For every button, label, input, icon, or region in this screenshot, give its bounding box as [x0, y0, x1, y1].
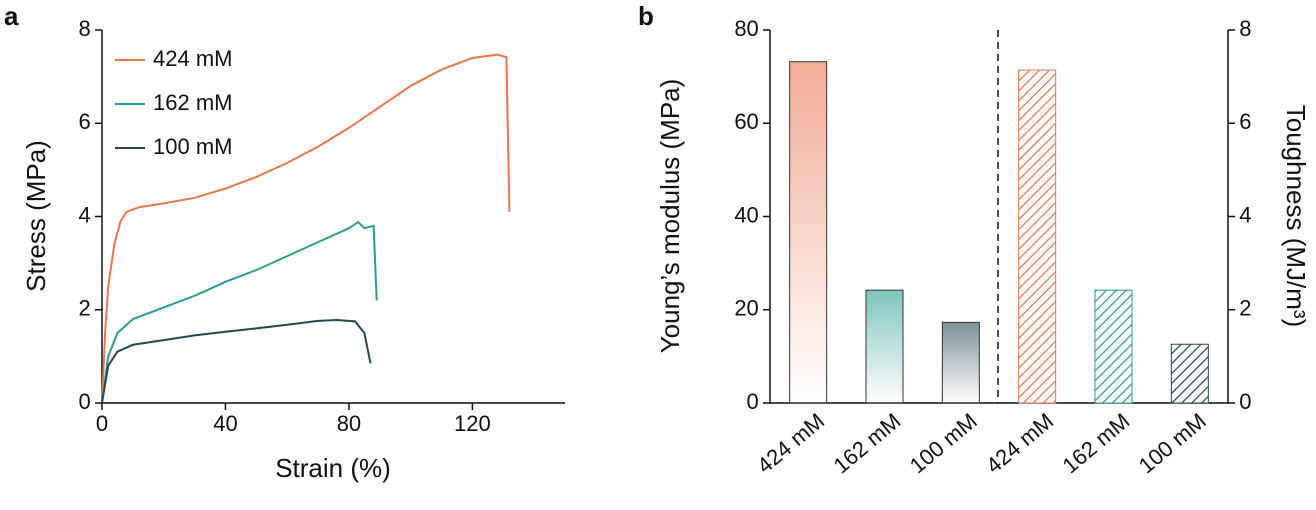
x-tick-label: 424 mM: [981, 408, 1058, 478]
y-tick-label: 6: [1239, 109, 1251, 134]
bar: [865, 289, 904, 404]
y-tick-label: 40: [734, 202, 758, 227]
bar: [1170, 343, 1209, 404]
line: [101, 220, 378, 404]
x-tick-label: 424 mM: [752, 408, 829, 478]
x-axis-title: Strain (%): [275, 453, 391, 483]
line: [101, 318, 372, 404]
legend-label: 100 mM: [153, 134, 232, 159]
bar: [1018, 69, 1057, 404]
y-tick-label: 2: [1239, 296, 1251, 321]
bar: [941, 321, 980, 404]
y-tick-label: 0: [1239, 389, 1251, 414]
y-tick-label: 4: [1239, 202, 1251, 227]
x-tick-label: 0: [96, 411, 108, 436]
x-tick-label: 100 mM: [1134, 408, 1211, 478]
y-tick-label: 0: [79, 389, 91, 414]
axis-line: [101, 30, 565, 404]
x-tick-label: 162 mM: [828, 408, 905, 478]
panel-label: a: [4, 1, 19, 31]
y-tick-label: 8: [1239, 16, 1251, 41]
x-tick-label: 40: [213, 411, 237, 436]
bar: [789, 61, 828, 404]
y-axis-title: Young’s modulus (MPa): [655, 79, 685, 354]
x-tick-label: 100 mM: [905, 408, 982, 478]
line: [101, 53, 511, 404]
x-tick-label: 162 mM: [1057, 408, 1134, 478]
legend-label: 162 mM: [153, 90, 232, 115]
x-tick-label: 80: [337, 411, 361, 436]
panel-label: b: [638, 1, 654, 31]
axis-line: [769, 30, 1229, 404]
y-tick-label: 8: [79, 16, 91, 41]
y-tick-label: 4: [79, 202, 91, 227]
y2-axis-title: Toughness (MJ/m³): [1281, 105, 1311, 328]
y-tick-label: 20: [734, 296, 758, 321]
y-tick-label: 60: [734, 109, 758, 134]
y-tick-label: 2: [79, 296, 91, 321]
legend-label: 424 mM: [153, 46, 232, 71]
y-tick-label: 0: [747, 389, 759, 414]
bar: [1094, 289, 1133, 404]
y-tick-label: 80: [734, 16, 758, 41]
y-axis-title: Stress (MPa): [21, 140, 51, 292]
y-tick-label: 6: [79, 109, 91, 134]
x-tick-label: 120: [454, 411, 491, 436]
